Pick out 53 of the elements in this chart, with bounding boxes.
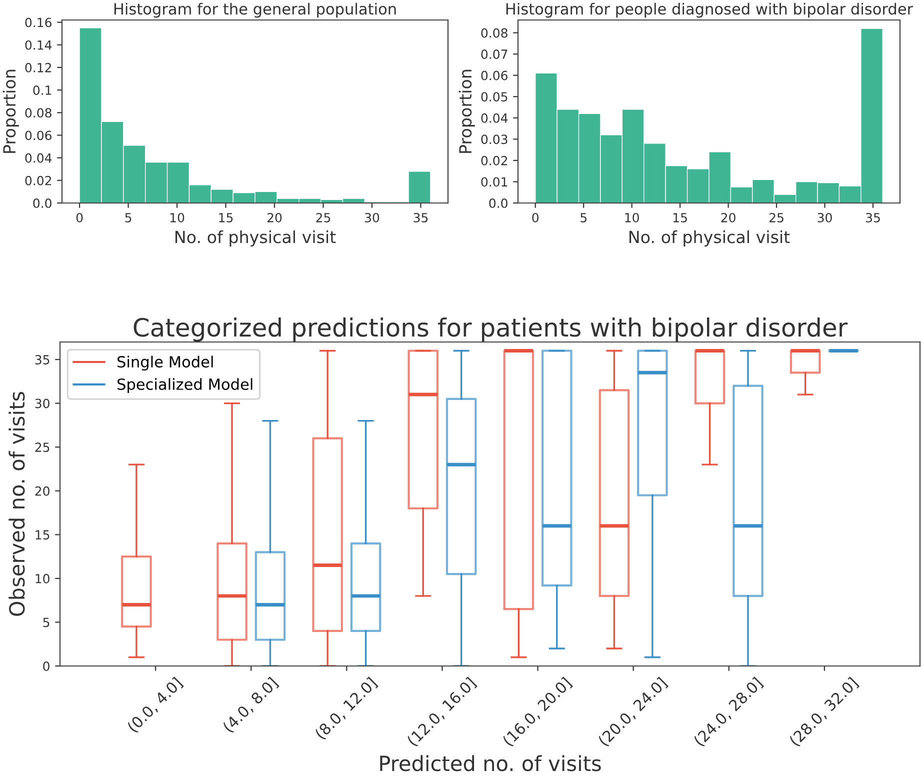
y-tick-label: 5 bbox=[43, 618, 50, 628]
x-tick-label: 35 bbox=[414, 212, 428, 222]
chart-title: Categorized predictions for patients with bipolar disorder bbox=[134, 317, 848, 342]
chart-title: Histogram for the general population bbox=[114, 2, 396, 18]
y-tick-label: 0.07 bbox=[481, 50, 508, 59]
x-tick-label: 15 bbox=[673, 213, 687, 222]
y-tick-label: 0.02 bbox=[481, 156, 508, 166]
y-tick-label: 0.1 bbox=[33, 86, 52, 95]
x-tick-label: 20 bbox=[267, 212, 282, 222]
y-tick-label: 0.05 bbox=[481, 92, 508, 102]
y-tick-label: 0.06 bbox=[25, 130, 52, 140]
y-tick-label: 0.03 bbox=[481, 134, 508, 144]
y-tick-label: 0.08 bbox=[481, 28, 508, 38]
legend-label: Specialized Model bbox=[118, 378, 252, 393]
x-tick-label: 20 bbox=[721, 212, 736, 222]
x-tick-label: 25 bbox=[769, 212, 784, 222]
y-tick-label: 0.14 bbox=[25, 40, 52, 50]
legend-label: Single Model bbox=[118, 356, 213, 371]
x-tick-label: 35 bbox=[866, 212, 880, 222]
x-axis-title: Predicted no. of visits bbox=[380, 755, 601, 772]
y-tick-label: 20 bbox=[35, 486, 50, 496]
x-tick-label: 25 bbox=[316, 212, 330, 222]
y-axis-title: Proportion bbox=[458, 70, 475, 153]
x-axis-title: No. of physical visit bbox=[175, 230, 336, 247]
y-tick-label: 0.12 bbox=[25, 62, 52, 72]
x-tick-label: 5 bbox=[125, 213, 132, 222]
x-tick-label: 0 bbox=[76, 212, 83, 222]
x-tick-label: 30 bbox=[364, 212, 380, 222]
y-tick-label: 0.0 bbox=[489, 198, 508, 208]
y-tick-label: 0.02 bbox=[25, 176, 52, 186]
x-tick-label: 15 bbox=[219, 213, 233, 222]
y-tick-label: 35 bbox=[35, 354, 50, 364]
x-tick-label: 5 bbox=[580, 213, 586, 222]
y-tick-label: 25 bbox=[35, 442, 50, 452]
x-tick-label: 10 bbox=[170, 212, 184, 222]
y-tick-label: 0.06 bbox=[481, 70, 508, 80]
x-tick-label: 10 bbox=[625, 212, 639, 222]
y-tick-label: 0 bbox=[43, 661, 50, 671]
y-tick-label: 30 bbox=[35, 398, 50, 408]
y-axis-title: Proportion bbox=[2, 70, 19, 153]
y-tick-label: 0.0 bbox=[33, 198, 52, 208]
y-tick-label: 0.04 bbox=[481, 113, 508, 123]
y-tick-label: 10 bbox=[36, 574, 50, 584]
y-tick-label: 0.16 bbox=[25, 18, 52, 28]
y-tick-label: 15 bbox=[36, 530, 50, 540]
y-axis-title: Observed no. of visits bbox=[8, 392, 25, 616]
x-tick-label: 0 bbox=[532, 212, 539, 222]
x-tick-label: 30 bbox=[818, 212, 832, 222]
y-tick-label: 0.08 bbox=[25, 108, 52, 118]
chart-title: Histogram for people diagnosed with bipolar disorder bbox=[506, 2, 914, 18]
y-tick-label: 0.01 bbox=[481, 177, 508, 187]
x-axis-title: No. of physical visit bbox=[629, 230, 790, 247]
y-tick-label: 0.04 bbox=[25, 153, 52, 163]
